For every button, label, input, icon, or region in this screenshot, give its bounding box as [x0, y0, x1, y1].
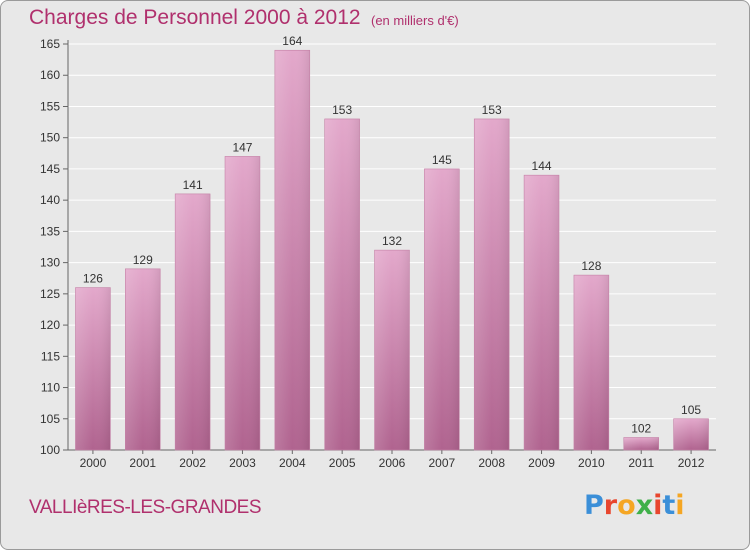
y-tick-label: 165: [40, 37, 60, 51]
y-tick-label: 105: [40, 412, 60, 426]
bar-shading: [523, 174, 560, 451]
logo-letter: t: [662, 490, 676, 521]
logo-letter: i: [653, 490, 663, 521]
data-label: 141: [183, 178, 203, 192]
bar-shading: [224, 156, 261, 451]
data-label: 153: [482, 103, 502, 117]
bar-shading: [673, 418, 709, 451]
data-label: 153: [332, 103, 352, 117]
x-tick-label: 2007: [428, 456, 455, 470]
y-tick-label: 100: [40, 443, 60, 457]
y-tick-label: 110: [41, 381, 60, 395]
logo-letter: o: [617, 490, 636, 521]
x-tick-label: 2012: [678, 456, 705, 470]
y-tick-label: 160: [40, 68, 60, 82]
data-label: 128: [581, 259, 601, 273]
y-tick-label: 135: [40, 224, 60, 238]
x-tick-label: 2008: [478, 456, 505, 470]
logo-letter: r: [603, 490, 618, 521]
x-tick-label: 2011: [628, 456, 654, 470]
bar-shading: [125, 268, 161, 451]
unit-note: (en milliers d'€): [371, 13, 459, 28]
data-label: 132: [382, 234, 402, 248]
x-tick-label: 2006: [379, 456, 406, 470]
bar-shading: [473, 118, 510, 451]
bar-shading: [623, 437, 659, 451]
data-label: 147: [232, 140, 252, 154]
bar-shading: [424, 168, 460, 451]
logo-letter: i: [675, 490, 685, 521]
data-label: 105: [681, 403, 701, 417]
y-tick-label: 145: [40, 162, 60, 176]
x-tick-label: 2002: [179, 456, 206, 470]
y-tick-label: 115: [41, 349, 60, 363]
data-label: 164: [282, 34, 302, 48]
logo-letter: P: [584, 490, 604, 521]
bar-shading: [573, 274, 610, 451]
y-tick-label: 150: [40, 131, 60, 145]
bar-shading: [75, 287, 111, 451]
x-tick-label: 2000: [80, 456, 107, 470]
data-label: 145: [432, 153, 452, 167]
y-tick-label: 130: [40, 256, 60, 270]
x-tick-label: 2004: [279, 456, 306, 470]
logo-letter: x: [635, 490, 654, 521]
x-tick-label: 2001: [129, 456, 156, 470]
proxiti-logo: Proxiti: [584, 490, 685, 521]
data-label: 126: [83, 272, 103, 286]
y-tick-label: 155: [40, 99, 60, 113]
data-label: 102: [631, 422, 651, 436]
data-label: 129: [133, 253, 153, 267]
y-tick-label: 140: [40, 193, 60, 207]
y-tick-label: 120: [40, 318, 60, 332]
y-tick-label: 125: [40, 287, 60, 301]
chart-title: Charges de Personnel 2000 à 2012: [29, 6, 361, 29]
data-label: 144: [532, 159, 552, 173]
data-labels: 126 129 141 147 164 153 132 145 153 144 128 102 105: [83, 34, 702, 435]
x-tick-label: 2010: [578, 456, 605, 470]
x-tick-label: 2005: [329, 456, 356, 470]
x-tick-label: 2009: [528, 456, 555, 470]
bar-shading: [274, 49, 311, 451]
town-name: VALLIèRES-LES-GRANDES: [29, 497, 262, 518]
x-tick-label: 2003: [229, 456, 256, 470]
bar-shading: [374, 249, 410, 451]
axes: 100 105 110 115 120 125 130 135 140 145 150 155 160 1…: [40, 37, 716, 470]
bars: [75, 49, 709, 451]
bar-shading: [324, 118, 360, 451]
bar-shading: [174, 193, 211, 451]
